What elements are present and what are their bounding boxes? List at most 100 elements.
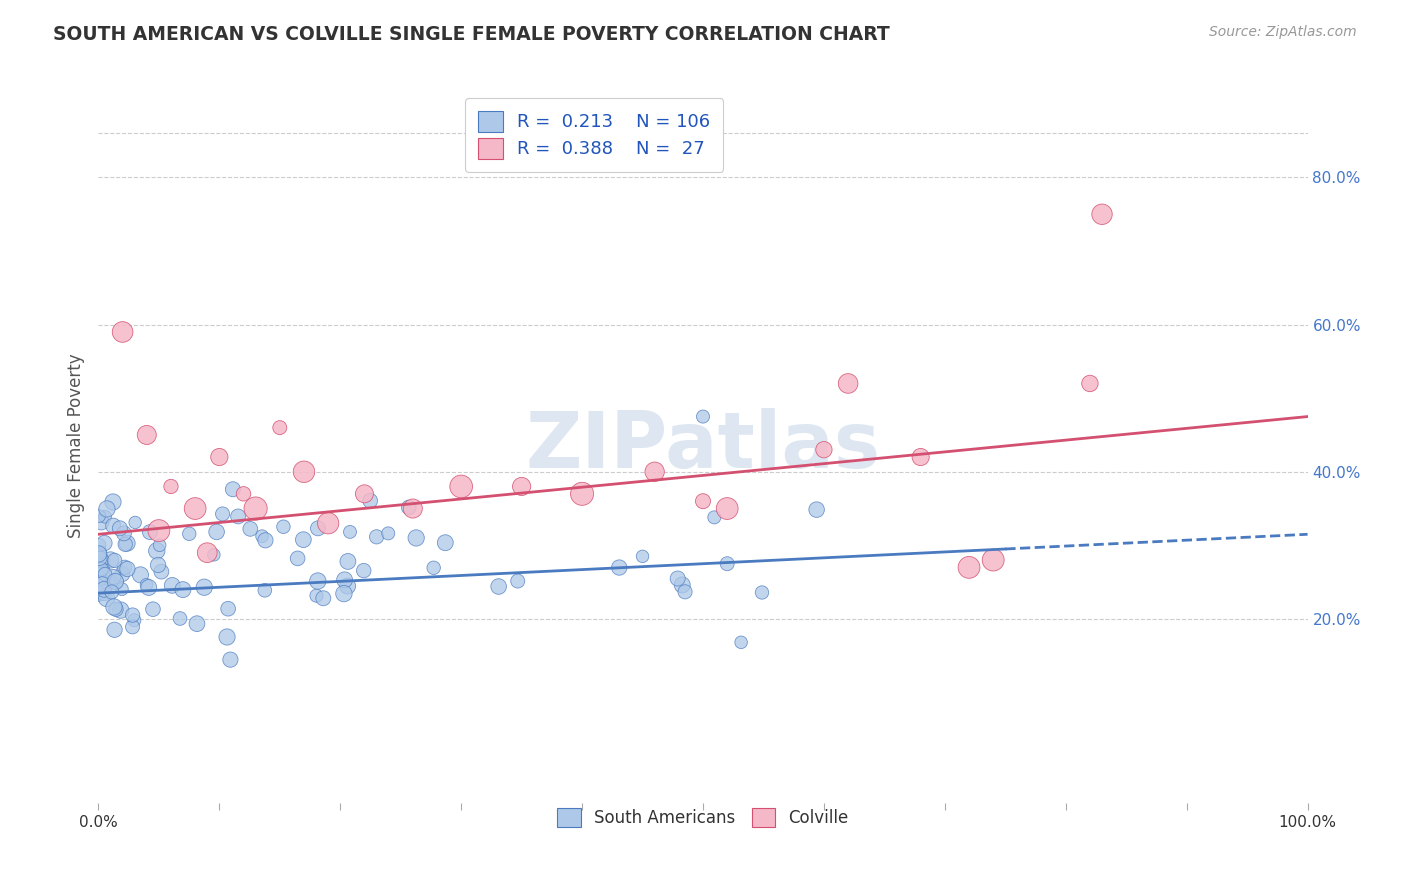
Text: SOUTH AMERICAN VS COLVILLE SINGLE FEMALE POVERTY CORRELATION CHART: SOUTH AMERICAN VS COLVILLE SINGLE FEMALE… (53, 25, 890, 44)
Point (117, 562, 139, 576)
Point (91, 562, 114, 576)
Point (146, 544, 169, 558)
Point (208, 450, 231, 464)
Point (104, 574, 127, 588)
Point (150, 565, 173, 579)
Point (96, 574, 118, 588)
Point (333, 573, 356, 587)
Point (716, 557, 738, 571)
Point (93, 585, 115, 599)
Point (307, 521, 329, 535)
Point (232, 487, 254, 501)
Point (110, 603, 132, 617)
Point (287, 551, 309, 566)
Point (402, 501, 425, 516)
Point (571, 487, 593, 501)
Point (135, 428, 157, 442)
Point (666, 572, 689, 586)
Point (273, 520, 295, 534)
Point (205, 524, 228, 539)
Point (405, 531, 427, 545)
Point (269, 420, 291, 434)
Point (202, 548, 225, 562)
Point (96, 502, 118, 516)
Text: Source: ZipAtlas.com: Source: ZipAtlas.com (1209, 25, 1357, 39)
Point (336, 554, 359, 568)
Point (215, 630, 238, 644)
Point (366, 530, 388, 544)
Point (160, 479, 183, 493)
Point (837, 376, 859, 391)
Point (450, 479, 472, 493)
Point (94, 509, 117, 524)
Point (162, 578, 184, 592)
Point (245, 501, 267, 516)
Point (434, 535, 457, 549)
Point (87, 508, 110, 523)
Point (89, 552, 111, 566)
Point (195, 546, 218, 560)
Point (193, 580, 215, 594)
Point (1078, 376, 1101, 391)
Point (692, 409, 714, 424)
Point (359, 493, 381, 508)
Point (121, 608, 143, 623)
Point (806, 502, 828, 516)
Point (981, 553, 1004, 567)
Point (87, 587, 110, 601)
Point (226, 509, 249, 524)
Point (250, 529, 273, 543)
Point (89, 538, 111, 552)
Point (506, 574, 529, 588)
Text: ZIPatlas: ZIPatlas (526, 408, 880, 484)
Point (353, 487, 375, 501)
Point (222, 482, 245, 496)
Point (692, 494, 714, 508)
Point (716, 501, 738, 516)
Point (93, 582, 115, 597)
Point (333, 586, 356, 600)
Point (103, 623, 125, 637)
Point (111, 582, 134, 596)
Point (211, 507, 233, 521)
Point (186, 616, 208, 631)
Point (90, 515, 112, 529)
Point (607, 560, 630, 574)
Point (94, 577, 117, 591)
Point (104, 553, 127, 567)
Point (112, 526, 135, 541)
Point (353, 564, 375, 578)
Point (146, 558, 169, 572)
Point (94, 567, 117, 582)
Point (292, 533, 315, 547)
Point (644, 465, 666, 479)
Point (124, 516, 146, 530)
Point (100, 553, 122, 567)
Point (135, 578, 157, 592)
Point (89, 551, 111, 566)
Point (142, 602, 165, 616)
Point (339, 524, 361, 539)
Point (671, 578, 693, 592)
Point (398, 500, 420, 515)
Point (91, 578, 114, 592)
Point (703, 510, 725, 524)
Point (111, 325, 134, 339)
Point (87, 571, 110, 585)
Point (510, 479, 533, 493)
Point (101, 585, 124, 599)
Point (253, 583, 276, 598)
Point (103, 570, 125, 584)
Point (1091, 207, 1114, 221)
Point (124, 613, 146, 627)
Point (111, 567, 134, 582)
Point (239, 522, 262, 536)
Point (148, 524, 170, 538)
Point (488, 580, 510, 594)
Point (377, 526, 399, 541)
Legend: South Americans, Colville: South Americans, Colville (551, 801, 855, 834)
Point (730, 635, 752, 649)
Point (813, 442, 835, 457)
Point (910, 450, 932, 464)
Point (169, 611, 191, 625)
